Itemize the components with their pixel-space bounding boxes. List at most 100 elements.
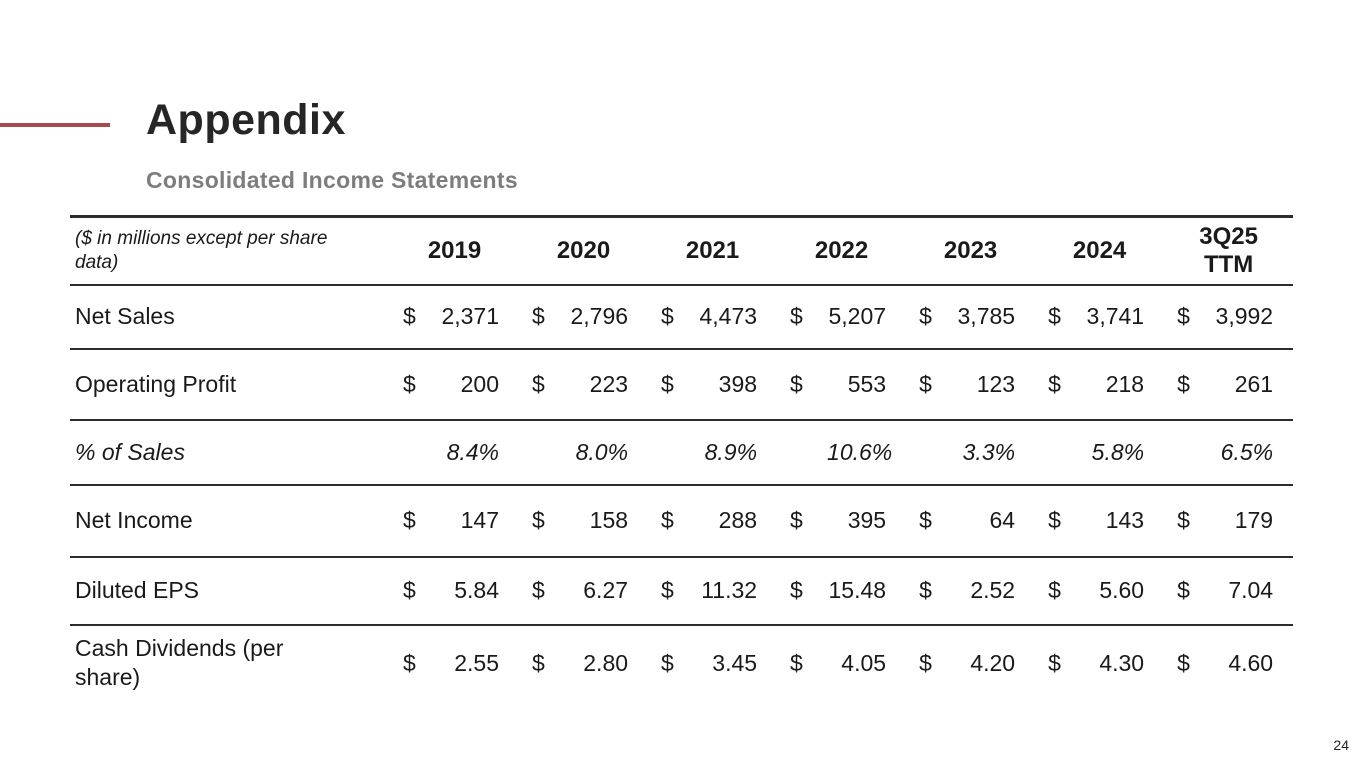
currency-symbol: $: [1177, 577, 1190, 603]
income-statement-table: ($ in millions except per share data) 20…: [70, 215, 1294, 701]
currency-symbol: $: [919, 649, 932, 676]
value-cell: 398: [718, 370, 758, 397]
page-title: Appendix: [146, 96, 346, 144]
table-row-diluted-eps: Diluted EPS $ 5.84 $ 6.27 $ 11.32 $ 15.4…: [70, 557, 1294, 625]
table-row-pct-of-sales: % of Sales 8.4% 8.0% 8.9% 10.6% 3.3% 5.8…: [70, 420, 1294, 485]
page-subtitle: Consolidated Income Statements: [146, 167, 518, 193]
currency-symbol: $: [661, 303, 674, 329]
currency-symbol: $: [1048, 577, 1061, 603]
value-cell: 5,207: [828, 303, 887, 329]
table-row-net-sales: Net Sales $ 2,371 $ 2,796 $ 4,473 $ 5,20…: [70, 285, 1294, 349]
value-cell: 3,741: [1086, 303, 1145, 329]
currency-symbol: $: [1177, 303, 1190, 329]
value-cell: 288: [718, 507, 758, 533]
currency-symbol: $: [919, 370, 932, 397]
value-cell: 4.05: [841, 649, 887, 676]
value-cell: 6.5%: [1220, 438, 1274, 465]
currency-symbol: $: [661, 370, 674, 397]
column-header-2019: 2019: [427, 236, 482, 264]
currency-symbol: $: [1048, 370, 1061, 397]
table-header-row: ($ in millions except per share data) 20…: [70, 216, 1294, 285]
table-row-operating-profit: Operating Profit $ 200 $ 223 $ 398 $ 553…: [70, 349, 1294, 420]
value-cell: 223: [589, 370, 629, 397]
value-cell: 395: [847, 507, 887, 533]
row-label: Operating Profit: [75, 370, 237, 397]
value-cell: 3.45: [712, 649, 758, 676]
table-note: ($ in millions except per share data): [70, 217, 390, 285]
value-cell: 261: [1234, 370, 1274, 397]
currency-symbol: [648, 420, 698, 485]
table-row-net-income: Net Income $ 147 $ 158 $ 288 $ 395 $ 64 …: [70, 485, 1294, 557]
value-cell: 4.20: [970, 649, 1016, 676]
currency-symbol: [906, 420, 956, 485]
currency-symbol: $: [532, 303, 545, 329]
value-cell: 10.6%: [827, 438, 893, 465]
column-header-3q25-ttm: 3Q25 TTM: [1199, 223, 1258, 278]
row-label: Net Income: [75, 507, 193, 534]
currency-symbol: $: [1048, 507, 1061, 533]
currency-symbol: $: [790, 507, 803, 533]
value-cell: 4.60: [1228, 649, 1274, 676]
value-cell: 4,473: [699, 303, 758, 329]
value-cell: 123: [976, 370, 1016, 397]
column-header-2020: 2020: [556, 236, 611, 264]
value-cell: 147: [460, 507, 500, 533]
currency-symbol: $: [1048, 649, 1061, 676]
currency-symbol: [777, 420, 827, 485]
page-number: 24: [1333, 737, 1349, 753]
currency-symbol: $: [403, 370, 416, 397]
currency-symbol: [519, 420, 569, 485]
value-cell: 2,371: [441, 303, 500, 329]
value-cell: 3,785: [957, 303, 1016, 329]
currency-symbol: $: [1048, 303, 1061, 329]
value-cell: 200: [460, 370, 500, 397]
value-cell: 143: [1105, 507, 1145, 533]
value-cell: 4.30: [1099, 649, 1145, 676]
currency-symbol: $: [919, 507, 932, 533]
value-cell: 8.0%: [575, 438, 629, 465]
value-cell: 5.84: [454, 577, 500, 603]
value-cell: 3.3%: [962, 438, 1016, 465]
column-header-2022: 2022: [814, 236, 869, 264]
currency-symbol: $: [661, 507, 674, 533]
currency-symbol: $: [532, 507, 545, 533]
currency-symbol: $: [790, 649, 803, 676]
value-cell: 7.04: [1228, 577, 1274, 603]
value-cell: 3,992: [1215, 303, 1274, 329]
row-label: Diluted EPS: [75, 577, 200, 604]
column-header-2024: 2024: [1072, 236, 1127, 264]
value-cell: 179: [1234, 507, 1274, 533]
currency-symbol: $: [661, 649, 674, 676]
title-accent-line: [0, 123, 110, 127]
currency-symbol: $: [532, 577, 545, 603]
value-cell: 8.4%: [446, 438, 500, 465]
value-cell: 5.60: [1099, 577, 1145, 603]
row-label: % of Sales: [75, 438, 185, 465]
currency-symbol: $: [790, 303, 803, 329]
currency-symbol: $: [1177, 370, 1190, 397]
value-cell: 8.9%: [704, 438, 758, 465]
value-cell: 2.55: [454, 649, 500, 676]
value-cell: 218: [1105, 370, 1145, 397]
currency-symbol: $: [403, 303, 416, 329]
currency-symbol: $: [661, 577, 674, 603]
currency-symbol: $: [1177, 507, 1190, 533]
value-cell: 2.80: [583, 649, 629, 676]
value-cell: 5.8%: [1091, 438, 1145, 465]
value-cell: 2.52: [970, 577, 1016, 603]
currency-symbol: [1035, 420, 1085, 485]
currency-symbol: $: [790, 370, 803, 397]
currency-symbol: $: [403, 577, 416, 603]
currency-symbol: $: [532, 649, 545, 676]
value-cell: 553: [847, 370, 887, 397]
value-cell: 15.48: [828, 577, 887, 603]
currency-symbol: $: [403, 507, 416, 533]
currency-symbol: $: [403, 649, 416, 676]
value-cell: 158: [589, 507, 629, 533]
currency-symbol: [1164, 420, 1214, 485]
value-cell: 2,796: [570, 303, 629, 329]
currency-symbol: $: [919, 303, 932, 329]
currency-symbol: [390, 420, 440, 485]
row-label: Cash Dividends (per share): [75, 635, 284, 690]
